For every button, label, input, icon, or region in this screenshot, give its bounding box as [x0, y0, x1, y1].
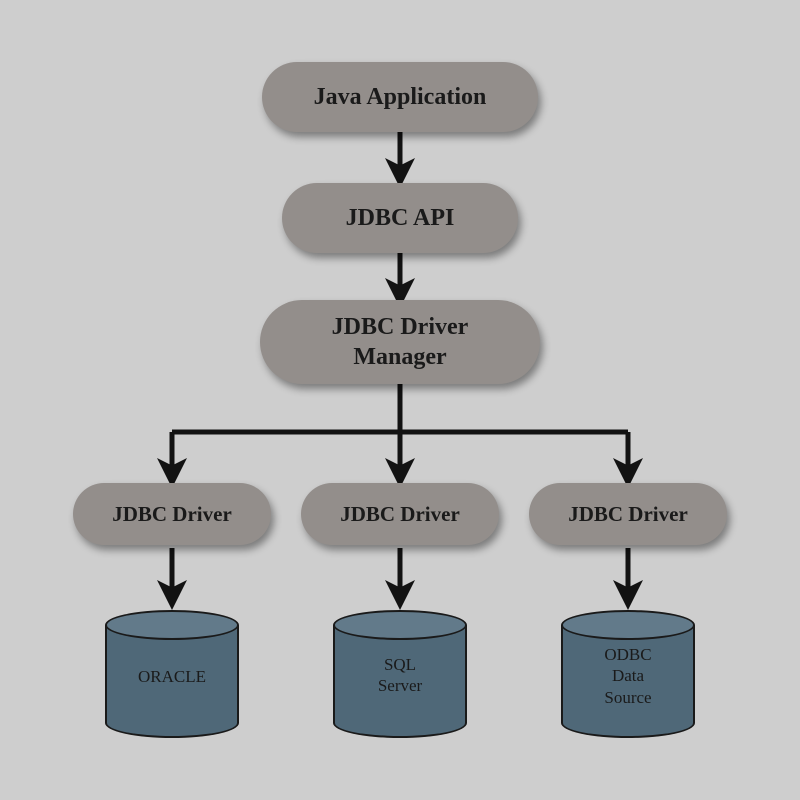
node-label: JDBC API: [346, 205, 455, 232]
jdbc-architecture-diagram: Java Application JDBC API JDBC Driver Ma…: [0, 0, 800, 800]
node-java-application: Java Application: [262, 62, 538, 132]
node-label: Java Application: [314, 84, 487, 111]
node-jdbc-driver-1: JDBC Driver: [73, 483, 271, 545]
node-jdbc-api: JDBC API: [282, 183, 518, 253]
node-label: JDBC Driver: [112, 502, 232, 527]
node-jdbc-driver-2: JDBC Driver: [301, 483, 499, 545]
cylinder-label: ODBC Data Source: [561, 644, 695, 708]
cylinder-label: ORACLE: [105, 666, 239, 687]
node-label: JDBC Driver: [340, 502, 460, 527]
cylinder-oracle: ORACLE: [105, 610, 239, 738]
node-label: JDBC Driver: [568, 502, 688, 527]
node-jdbc-driver-3: JDBC Driver: [529, 483, 727, 545]
node-label: JDBC Driver Manager: [332, 312, 469, 372]
cylinder-sql-server: SQL Server: [333, 610, 467, 738]
node-jdbc-driver-manager: JDBC Driver Manager: [260, 300, 540, 384]
cylinder-label: SQL Server: [333, 654, 467, 697]
cylinder-odbc-data-source: ODBC Data Source: [561, 610, 695, 738]
